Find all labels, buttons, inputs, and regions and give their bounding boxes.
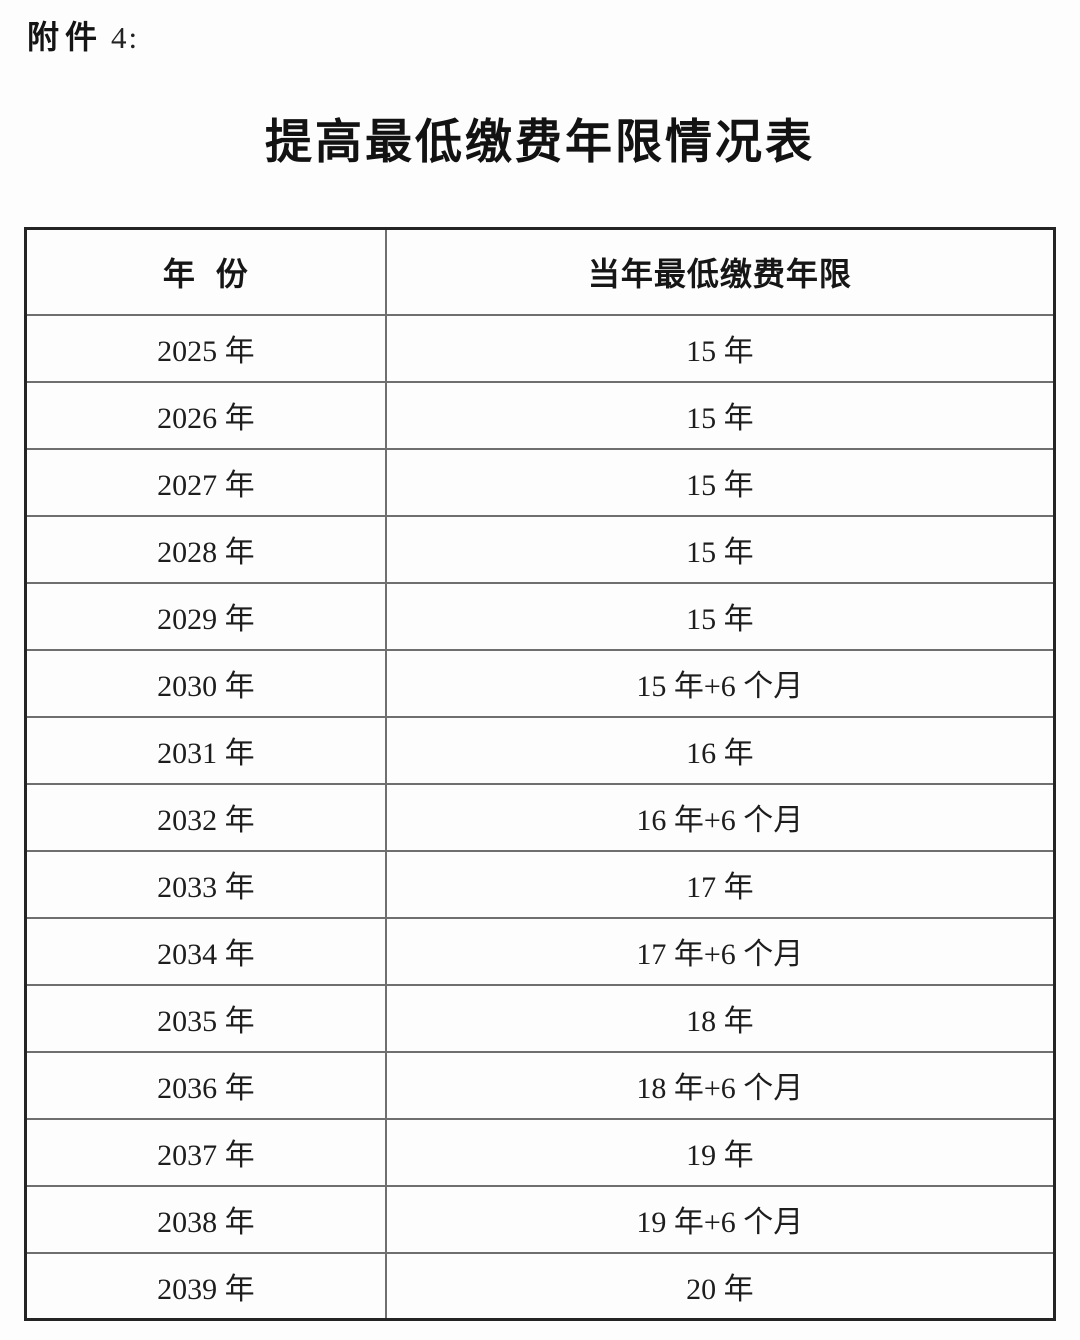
year-cell: 2033 年 bbox=[24, 849, 387, 919]
year-cell: 2029 年 bbox=[24, 581, 387, 651]
year-cell: 2026 年 bbox=[24, 380, 387, 450]
min-contribution-years-table: 年 份 当年最低缴费年限 2025 年 15 年 2026 年 15 年 202… bbox=[24, 227, 1056, 1321]
year-cell: 2037 年 bbox=[24, 1117, 387, 1187]
year-cell: 2028 年 bbox=[24, 514, 387, 584]
table-row: 2034 年 17 年+6 个月 bbox=[24, 916, 1056, 986]
year-cell: 2025 年 bbox=[24, 313, 387, 383]
table-row: 2033 年 17 年 bbox=[24, 849, 1056, 919]
year-cell: 2034 年 bbox=[24, 916, 387, 986]
min-years-cell: 15 年 bbox=[384, 313, 1056, 383]
table-row: 2037 年 19 年 bbox=[24, 1117, 1056, 1187]
min-years-cell: 16 年+6 个月 bbox=[384, 782, 1056, 852]
table-row: 2031 年 16 年 bbox=[24, 715, 1056, 785]
table-row: 2028 年 15 年 bbox=[24, 514, 1056, 584]
min-years-cell: 18 年 bbox=[384, 983, 1056, 1053]
table-row: 2030 年 15 年+6 个月 bbox=[24, 648, 1056, 718]
min-years-cell: 20 年 bbox=[384, 1251, 1056, 1321]
table-row: 2027 年 15 年 bbox=[24, 447, 1056, 517]
min-years-cell: 15 年 bbox=[384, 380, 1056, 450]
table-header-row: 年 份 当年最低缴费年限 bbox=[24, 227, 1056, 316]
year-cell: 2038 年 bbox=[24, 1184, 387, 1254]
min-years-cell: 17 年+6 个月 bbox=[384, 916, 1056, 986]
table-row: 2032 年 16 年+6 个月 bbox=[24, 782, 1056, 852]
table-row: 2026 年 15 年 bbox=[24, 380, 1056, 450]
year-cell: 2030 年 bbox=[24, 648, 387, 718]
year-cell: 2027 年 bbox=[24, 447, 387, 517]
min-years-cell: 15 年 bbox=[384, 447, 1056, 517]
min-years-cell: 19 年+6 个月 bbox=[384, 1184, 1056, 1254]
attachment-label: 附件 4: bbox=[27, 19, 140, 55]
attachment-label-number: 4: bbox=[111, 20, 140, 55]
min-years-cell: 18 年+6 个月 bbox=[384, 1050, 1056, 1120]
table-row: 2025 年 15 年 bbox=[24, 313, 1056, 383]
table-row: 2038 年 19 年+6 个月 bbox=[24, 1184, 1056, 1254]
year-cell: 2036 年 bbox=[24, 1050, 387, 1120]
table-row: 2035 年 18 年 bbox=[24, 983, 1056, 1053]
year-cell: 2031 年 bbox=[24, 715, 387, 785]
table-row: 2036 年 18 年+6 个月 bbox=[24, 1050, 1056, 1120]
min-years-cell: 16 年 bbox=[384, 715, 1056, 785]
min-years-cell: 15 年+6 个月 bbox=[384, 648, 1056, 718]
year-cell: 2035 年 bbox=[24, 983, 387, 1053]
column-header-min-years: 当年最低缴费年限 bbox=[384, 227, 1056, 316]
table-row: 2039 年 20 年 bbox=[24, 1251, 1056, 1321]
min-years-cell: 17 年 bbox=[384, 849, 1056, 919]
column-header-year: 年 份 bbox=[24, 227, 387, 316]
min-years-cell: 15 年 bbox=[384, 581, 1056, 651]
page-title: 提高最低缴费年限情况表 bbox=[265, 117, 815, 169]
min-years-cell: 15 年 bbox=[384, 514, 1056, 584]
min-years-cell: 19 年 bbox=[384, 1117, 1056, 1187]
attachment-label-prefix: 附件 bbox=[27, 19, 104, 55]
year-cell: 2039 年 bbox=[24, 1251, 387, 1321]
year-cell: 2032 年 bbox=[24, 782, 387, 852]
table-row: 2029 年 15 年 bbox=[24, 581, 1056, 651]
